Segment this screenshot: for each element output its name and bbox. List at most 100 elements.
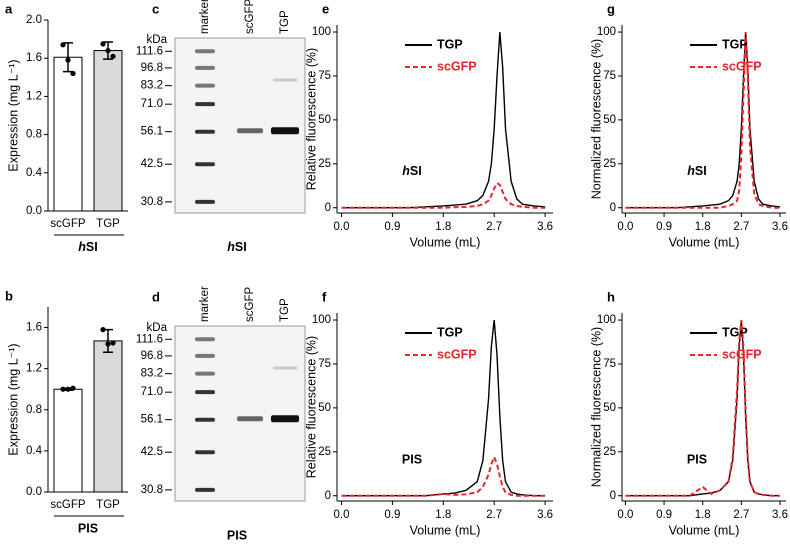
y-tick-label: 56.1 [141, 126, 163, 138]
faint-band [273, 78, 297, 82]
x-axis-label: Volume (mL) [410, 235, 481, 249]
marker-band [195, 65, 215, 70]
y-tick-label: 56.1 [141, 414, 163, 426]
y-tick-label: 0.0 [26, 205, 42, 217]
marker-band [195, 337, 215, 342]
x-tick-label: 0.0 [334, 509, 350, 521]
legend-label: TGP [722, 37, 748, 51]
data-point [65, 57, 71, 63]
y-tick-label: 42.5 [141, 446, 163, 458]
marker-band [195, 129, 215, 134]
series-line [625, 31, 780, 209]
y-tick-label: 0.4 [26, 167, 43, 179]
sample-band [237, 416, 263, 422]
sample-band [271, 415, 299, 423]
x-tick-label: 1.8 [695, 221, 711, 233]
data-point [110, 53, 116, 59]
x-tick-label: 2.7 [733, 509, 749, 521]
y-tick-label: 1.2 [26, 90, 42, 102]
panel-letter: h [607, 289, 615, 304]
bar [53, 388, 83, 493]
y-tick-label: 111.6 [136, 333, 163, 345]
y-tick-label: 75 [603, 358, 616, 370]
y-tick-label: 1.6 [26, 52, 42, 64]
bar [93, 340, 123, 493]
sample-band [237, 128, 263, 134]
y-axis-label: Relative fluorescence (%) [304, 48, 318, 190]
marker-band [195, 417, 215, 422]
data-point [65, 386, 71, 392]
panel-letter: d [152, 289, 160, 304]
x-tick-label: 0.0 [617, 509, 633, 521]
x-tick-label: TGP [96, 218, 120, 230]
x-tick-label: 1.8 [695, 509, 711, 521]
x-tick-label: 2.7 [486, 221, 502, 233]
y-tick-label: 50 [318, 402, 331, 414]
x-tick-label: 1.8 [435, 509, 451, 521]
y-axis-label: Expression (mg L⁻¹) [6, 59, 20, 171]
faint-band [273, 366, 297, 370]
y-tick-label: 0 [325, 202, 331, 214]
series-line [341, 319, 546, 497]
gel-image [174, 37, 306, 214]
panel-letter: a [5, 1, 13, 16]
marker-band [195, 450, 215, 455]
data-point [70, 70, 76, 77]
marker-band [195, 390, 215, 395]
marker-band [195, 353, 215, 358]
x-tick-label: 2.7 [486, 509, 502, 521]
x-tick-label: TGP [96, 499, 120, 511]
x-tick-label: 1.8 [435, 221, 451, 233]
series-line [341, 181, 546, 209]
legend-label: TGP [437, 37, 463, 51]
marker-band [195, 83, 215, 88]
marker-band [195, 371, 215, 376]
x-tick-label: 3.6 [537, 221, 553, 233]
data-point [70, 385, 76, 391]
y-tick-label: 100 [597, 26, 616, 38]
gel-label: hSI [227, 240, 246, 254]
marker-band [195, 49, 215, 54]
legend-label: scGFP [437, 59, 477, 73]
lane-label: TGP [279, 298, 291, 322]
y-tick-label: 0 [610, 490, 616, 502]
data-point [105, 47, 111, 54]
series-line [341, 31, 546, 209]
y-tick-label: 100 [312, 314, 331, 326]
series-line [341, 454, 546, 497]
y-tick-label: 75 [318, 70, 331, 82]
y-tick-label: 50 [318, 114, 331, 126]
y-tick-label: 83.2 [141, 368, 163, 380]
y-tick-label: 0 [610, 202, 616, 214]
legend-label: scGFP [722, 59, 762, 73]
marker-band [195, 102, 215, 107]
y-tick-label: 71.0 [141, 98, 163, 110]
group-label: hSI [78, 240, 97, 254]
lane-label: TGP [279, 10, 291, 34]
y-axis-label: Normalized fluorescence (%) [589, 327, 603, 487]
bar [93, 50, 123, 212]
panel-letter: c [152, 1, 159, 16]
x-tick-label: 3.6 [537, 509, 553, 521]
x-tick-label: 0.9 [384, 221, 400, 233]
legend-label: TGP [722, 325, 748, 339]
y-tick-label: 0.8 [26, 129, 42, 141]
y-tick-label: 75 [318, 358, 331, 370]
marker-band [195, 199, 215, 204]
y-tick-label: 50 [603, 114, 616, 126]
x-tick-label: 3.6 [772, 221, 788, 233]
lane-label: marker [199, 0, 211, 34]
data-point [105, 341, 111, 347]
y-tick-label: 100 [312, 26, 331, 38]
x-tick-label: 0.0 [334, 221, 350, 233]
y-tick-label: 1.2 [26, 363, 42, 375]
lane-label: marker [199, 286, 211, 322]
annotation: hSI [402, 164, 421, 178]
x-tick-label: 0.9 [656, 221, 672, 233]
y-tick-label: 111.6 [136, 45, 163, 57]
y-tick-label: 75 [603, 70, 616, 82]
y-tick-label: 0.0 [26, 486, 42, 498]
y-tick-label: 25 [318, 158, 331, 170]
bar [53, 56, 83, 212]
x-tick-label: 3.6 [772, 509, 788, 521]
